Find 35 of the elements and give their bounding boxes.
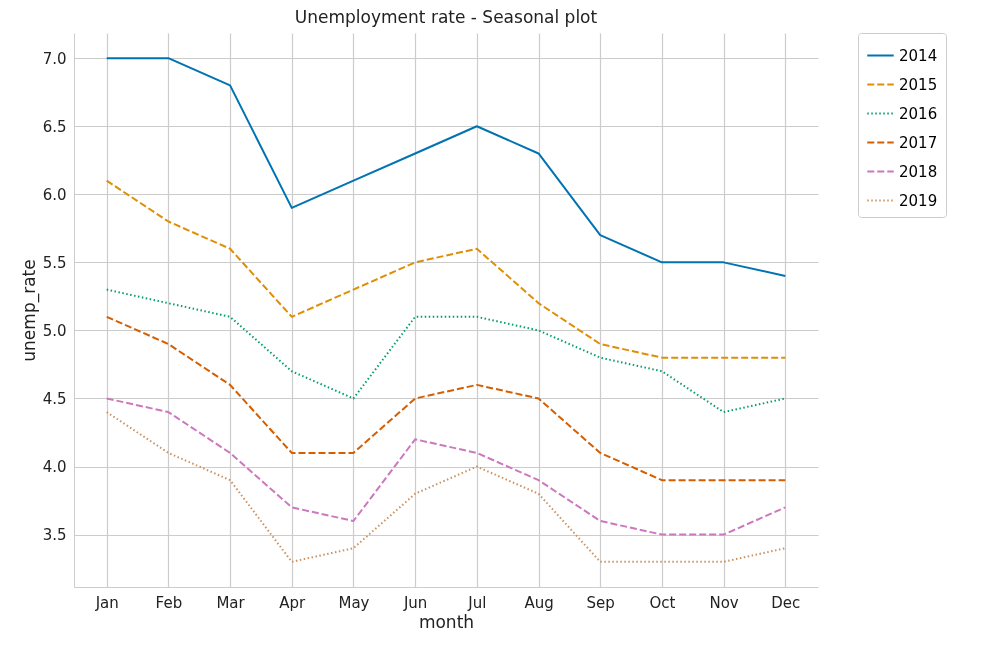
x-tick-label: Sep — [586, 593, 615, 612]
y-tick-label: 6.0 — [42, 185, 67, 204]
line-series — [105, 411, 787, 563]
x-tick-label: May — [338, 593, 370, 612]
x-tick-label: Apr — [279, 593, 307, 612]
x-tick-label: Jun — [402, 593, 428, 612]
x-tick-label: Jul — [467, 593, 487, 612]
y-tick-label: 5.0 — [42, 321, 67, 340]
x-tick-label: Dec — [771, 593, 801, 612]
line-series — [105, 288, 787, 414]
x-tick-label: Nov — [709, 593, 739, 612]
legend-label: 2014 — [899, 46, 938, 65]
legend-label: 2017 — [899, 133, 938, 152]
x-axis-title: month — [418, 611, 475, 632]
x-tick-label: Jan — [94, 593, 119, 612]
x-tick-label: Feb — [155, 593, 183, 612]
y-tick-label: 3.5 — [42, 526, 67, 545]
y-tick-label: 5.5 — [42, 253, 67, 272]
legend-label: 2019 — [899, 191, 938, 210]
y-tick-label: 4.0 — [42, 458, 67, 477]
x-tick-label: Aug — [524, 593, 554, 612]
chart-title: Unemployment rate - Seasonal plot — [294, 6, 598, 27]
y-tick-label: 4.5 — [42, 389, 67, 408]
y-tick-label: 7.0 — [42, 49, 67, 68]
x-tick-label: Oct — [649, 593, 676, 612]
y-axis-title: unemp_rate — [18, 259, 40, 362]
legend-label: 2015 — [899, 75, 938, 94]
line-series — [105, 179, 787, 359]
x-tick-label: Mar — [216, 593, 246, 612]
line-series — [105, 397, 787, 536]
line-series — [105, 315, 787, 482]
legend-label: 2018 — [899, 162, 938, 181]
line-series — [105, 57, 787, 277]
y-tick-label: 6.5 — [42, 117, 67, 136]
legend-label: 2016 — [899, 104, 938, 123]
